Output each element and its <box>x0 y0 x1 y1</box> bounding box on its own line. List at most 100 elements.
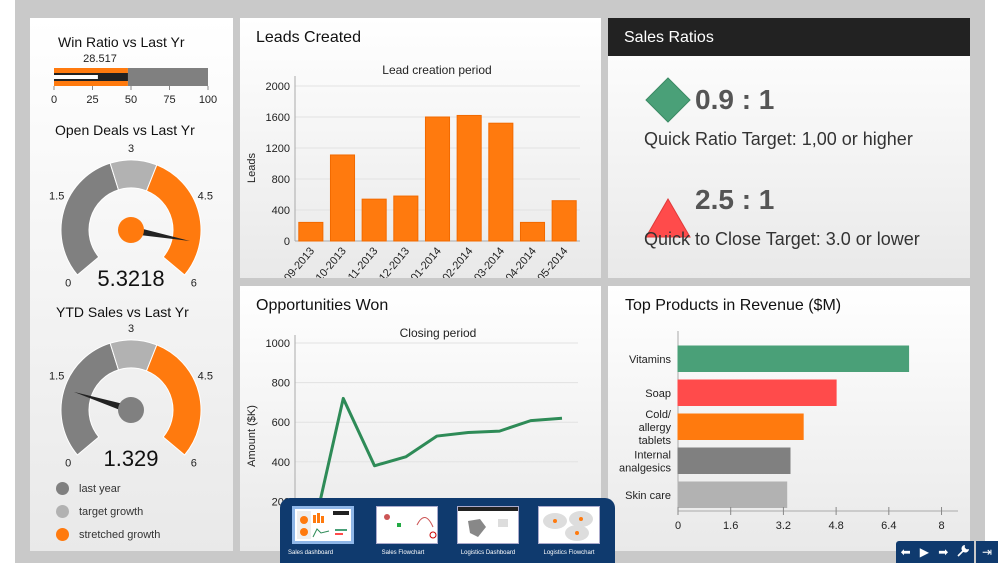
top-products-panel-title: Top Products in Revenue ($M) <box>625 297 842 314</box>
gauge-tick-label: 3 <box>128 143 134 155</box>
leads-bar <box>488 122 514 242</box>
nav-controls: ⬅ ▶ ➡ ⇥ <box>896 541 1000 563</box>
y-tick-label: 1000 <box>266 338 290 350</box>
kpi-panel: Win Ratio vs Last Yr 28.517 0 25 50 75 100 O… <box>30 18 233 551</box>
y-tick-label: 600 <box>272 417 290 429</box>
x-tick-label: 3.2 <box>776 520 791 532</box>
product-label: analgesics <box>619 462 671 474</box>
legend-stretched-growth: stretched growth <box>56 528 160 541</box>
bullet-tick-label: 0 <box>51 94 57 106</box>
bullet-tick-label: 50 <box>125 94 137 106</box>
gauge-hub <box>118 397 144 423</box>
legend-dot <box>56 505 69 518</box>
x-tick-label: 8 <box>938 520 944 532</box>
legend-target-growth: target growth <box>56 505 143 518</box>
opportunities-panel-title: Opportunities Won <box>256 297 389 314</box>
x-tick-label: 10-2013 <box>314 245 349 278</box>
gauge-value: 5.3218 <box>97 266 164 291</box>
product-bar <box>677 481 788 508</box>
sales-ratios-header: Sales Ratios <box>608 18 970 56</box>
sales-ratios-panel: Sales Ratios 0.9 : 1 Quick Ratio Target:… <box>608 18 970 278</box>
thumb-sales-dashboard[interactable] <box>292 506 354 544</box>
exit-icon[interactable]: ⇥ <box>976 541 998 563</box>
thumb-logistics-dashboard[interactable] <box>457 506 519 544</box>
ytd-sales-title: YTD Sales vs Last Yr <box>56 304 189 320</box>
thumb-logistics-flowchart[interactable] <box>538 506 600 544</box>
x-tick-label: 11-2013 <box>346 245 381 278</box>
map-thumbnail-icon <box>458 507 518 537</box>
x-tick-label: 02-2014 <box>440 245 475 278</box>
product-bar <box>677 345 910 372</box>
y-tick-label: 0 <box>284 236 290 248</box>
y-tick-label: 1600 <box>266 112 290 124</box>
leads-bar <box>424 116 451 242</box>
win-ratio-title: Win Ratio vs Last Yr <box>58 34 185 50</box>
y-tick-label: 800 <box>272 378 290 390</box>
gauge-tick-label: 1.5 <box>49 190 64 202</box>
dashboard-switcher: Sales dashboard Sales Flowchart Logistic… <box>280 498 615 563</box>
y-tick-label: 2000 <box>266 81 290 93</box>
flowchart-thumbnail-icon <box>384 514 437 539</box>
thumb-sales-flowchart[interactable] <box>376 506 438 544</box>
y-tick-label: 400 <box>272 205 290 217</box>
x-tick-label: 03-2014 <box>472 245 507 278</box>
gauge-hub <box>118 217 144 243</box>
x-tick-label: 12-2013 <box>377 245 412 278</box>
gauge-tick-label: 6 <box>191 458 197 470</box>
gauge-needle <box>130 226 190 242</box>
leads-bar <box>456 114 482 242</box>
sales-dashboard-thumbnail-icon <box>297 511 349 539</box>
leads-chart-title: Lead creation period <box>382 63 491 77</box>
y-axis-label: Amount ($K) <box>246 405 258 467</box>
product-bar <box>677 413 804 440</box>
thumb-label: Sales Flowchart <box>381 550 425 556</box>
leads-bar <box>551 200 577 242</box>
leads-bar <box>361 198 387 242</box>
quick-ratio-label: Quick Ratio Target: 1,00 or higher <box>644 129 913 149</box>
gauge-tick-label: 0 <box>65 278 71 290</box>
leads-panel-title: Leads Created <box>256 29 361 46</box>
opportunities-line <box>310 396 563 538</box>
product-label: Cold/ <box>645 409 672 421</box>
win-ratio-value: 28.517 <box>83 53 117 65</box>
bullet-tick-label: 25 <box>86 94 98 106</box>
leads-bar <box>298 221 324 242</box>
x-tick-label: 04-2014 <box>504 245 539 278</box>
gauge-band <box>60 342 120 456</box>
gauge-needle <box>73 391 133 414</box>
gauge-band <box>145 344 202 456</box>
quick-to-close-value: 2.5 : 1 <box>695 184 775 215</box>
legend-dot <box>56 482 69 495</box>
x-tick-label: 01-2014 <box>409 245 444 278</box>
thumb-label: Logistics Dashboard <box>460 550 516 556</box>
prev-arrow-icon[interactable]: ⬅ <box>900 545 911 559</box>
y-axis-label: Leads <box>246 153 258 183</box>
y-tick-label: 400 <box>272 457 290 469</box>
legend-dot <box>56 528 69 541</box>
quick-ratio-value: 0.9 : 1 <box>695 84 775 115</box>
legend-label: last year <box>79 482 121 495</box>
top-products-panel: Top Products in Revenue ($M) Vitamins Soa… <box>608 286 970 551</box>
open-deals-gauge: 0 1.5 3 4.5 6 5.3218 <box>49 143 213 291</box>
bullet-value-bar <box>54 75 98 79</box>
legend-label: stretched growth <box>79 528 161 541</box>
y-tick-label: 800 <box>272 174 290 186</box>
gauge-tick-label: 4.5 <box>198 190 213 202</box>
gauge-band <box>145 164 202 276</box>
play-icon[interactable]: ▶ <box>919 545 930 559</box>
next-arrow-icon[interactable]: ➡ <box>938 545 949 559</box>
nav-button-group: ⬅ ▶ ➡ <box>896 541 974 563</box>
leads-chart: Lead creation period 0 400 800 1200 1600 2000 L… <box>246 63 580 278</box>
wrench-icon[interactable] <box>957 544 970 560</box>
thumb-label: Logistics Flowchart <box>543 550 595 556</box>
product-label: allergy <box>639 422 672 434</box>
product-label: Soap <box>645 388 671 400</box>
leads-panel: Leads Created Lead creation period 0 400 80… <box>240 18 601 278</box>
gauge-tick-label: 3 <box>128 323 134 335</box>
open-deals-title: Open Deals vs Last Yr <box>55 122 195 138</box>
legend-label: target growth <box>79 505 144 518</box>
gauge-value: 1.329 <box>103 446 158 471</box>
bullet-band <box>127 68 208 86</box>
logistics-flowchart-thumbnail-icon <box>543 511 593 541</box>
